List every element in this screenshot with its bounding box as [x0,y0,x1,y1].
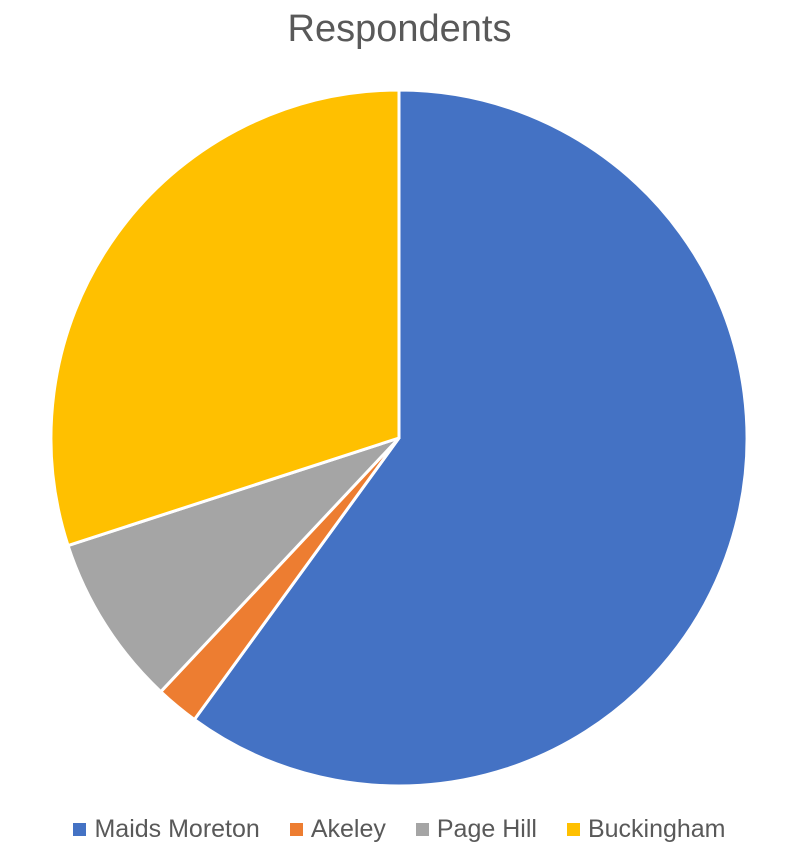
legend-item-buckingham: Buckingham [566,814,726,844]
chart-title: Respondents [287,8,512,50]
legend-label-buckingham: Buckingham [587,815,726,843]
legend-label-maids-moreton: Maids Moreton [94,815,260,843]
legend-swatch-maids-moreton [73,822,87,836]
pie-slice-maids-moreton [192,88,749,788]
legend-swatch-akeley [289,822,303,836]
chart-legend: Maids Moreton Akeley Page Hill Buckingham [0,814,799,844]
legend-label-akeley: Akeley [310,815,386,843]
pie-slice-page-hill [66,436,401,694]
legend-item-akeley: Akeley [289,814,386,844]
legend-swatch-buckingham [566,822,580,836]
legend-item-maids-moreton: Maids Moreton [73,814,260,844]
legend-swatch-page-hill [415,822,429,836]
legend-label-page-hill: Page Hill [436,815,537,843]
pie-slice-buckingham [49,88,401,548]
pie-chart [49,88,749,788]
legend-item-page-hill: Page Hill [415,814,537,844]
